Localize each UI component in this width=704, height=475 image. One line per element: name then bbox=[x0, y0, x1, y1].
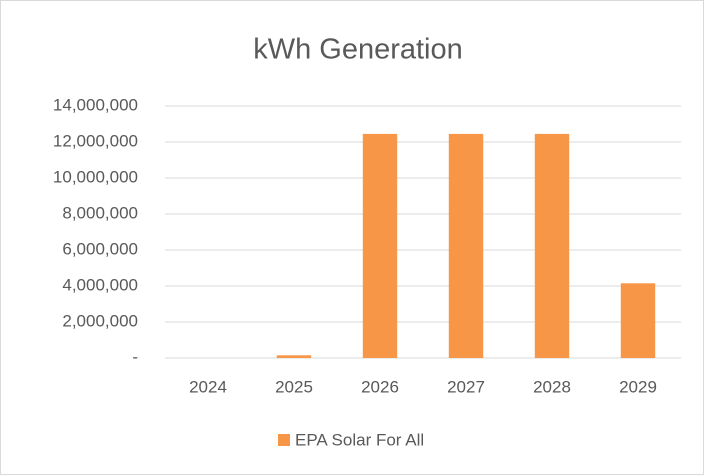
x-tick-label: 2027 bbox=[447, 377, 485, 396]
x-tick-label: 2028 bbox=[533, 377, 571, 396]
x-tick-label: 2025 bbox=[275, 377, 313, 396]
y-tick-label: 6,000,000 bbox=[62, 239, 138, 258]
legend-swatch bbox=[278, 434, 290, 446]
bar bbox=[362, 133, 398, 358]
y-tick-label: 8,000,000 bbox=[62, 203, 138, 222]
x-tick-label: 2029 bbox=[619, 377, 657, 396]
bar bbox=[534, 133, 570, 358]
x-tick-label: 2024 bbox=[189, 377, 227, 396]
chart-title: kWh Generation bbox=[253, 34, 463, 66]
bar bbox=[620, 283, 656, 358]
y-tick-label: - bbox=[132, 347, 138, 366]
x-tick-label: 2026 bbox=[361, 377, 399, 396]
bar bbox=[276, 355, 312, 358]
y-tick-label: 10,000,000 bbox=[53, 167, 138, 186]
y-tick-label: 4,000,000 bbox=[62, 275, 138, 294]
legend-label: EPA Solar For All bbox=[295, 430, 424, 449]
y-tick-label: 2,000,000 bbox=[62, 311, 138, 330]
y-tick-label: 14,000,000 bbox=[53, 95, 138, 114]
bar bbox=[448, 133, 484, 358]
y-tick-label: 12,000,000 bbox=[53, 131, 138, 150]
